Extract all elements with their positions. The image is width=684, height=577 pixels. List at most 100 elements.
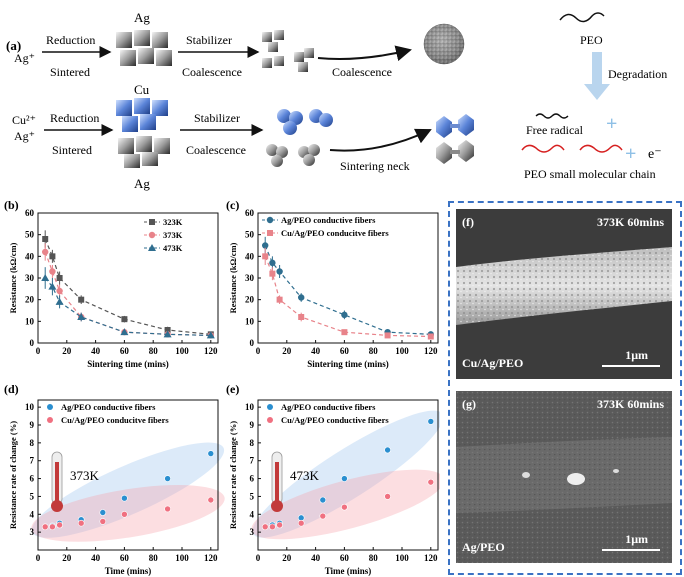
series-1 — [41, 496, 215, 531]
degradation-arrow-shaft — [592, 52, 602, 86]
data-point — [164, 505, 171, 513]
y-tick-label: 7 — [30, 456, 35, 466]
panel-label: (c) — [226, 198, 239, 212]
legend-entry: Cu/Ag/PEO conducitve fibers — [281, 228, 389, 238]
legend-marker — [266, 216, 274, 224]
data-point — [262, 253, 269, 260]
series-line — [44, 277, 211, 337]
data-point — [341, 475, 348, 482]
data-point — [121, 494, 128, 502]
y-tick-label: 4 — [30, 509, 35, 519]
row2-arrow3 — [329, 128, 432, 152]
data-point — [261, 523, 269, 531]
x-axis-label: Time (mins) — [105, 566, 152, 576]
panel-f-label: (f) — [462, 215, 474, 229]
x-tick-label: 120 — [204, 346, 218, 356]
x-tick-label: 100 — [175, 346, 189, 356]
y-axis-label: Resistance (kΩ/cm) — [8, 242, 18, 313]
row2-step1-bottom: Sintered — [52, 143, 92, 157]
plus-icon-2: + — [625, 143, 636, 165]
data-point — [77, 313, 86, 320]
legend: 323K 373K 473K — [144, 217, 183, 253]
y-tick-label: 50 — [25, 230, 35, 240]
y-tick-label: 10 — [245, 402, 255, 412]
peo-label: PEO — [580, 33, 603, 47]
y-tick-label: 9 — [30, 420, 35, 430]
y-tick-label: 40 — [245, 251, 255, 261]
y-tick-label: 40 — [25, 251, 35, 261]
series-0 — [262, 236, 434, 338]
y-axis-label: Resistance rate of change (%) — [228, 421, 238, 529]
x-tick-label: 80 — [369, 346, 379, 356]
data-point — [297, 519, 305, 527]
panel-label: (e) — [226, 382, 239, 396]
data-point — [163, 330, 172, 338]
y-tick-label: 8 — [30, 438, 35, 448]
plot-frame — [37, 212, 219, 344]
data-point — [269, 523, 276, 531]
legend-marker — [47, 404, 53, 410]
y-tick-label: 20 — [25, 295, 35, 305]
x-tick-label: 120 — [424, 553, 438, 563]
series-ellipse-cuag — [31, 485, 225, 542]
y-tick-label: 5 — [250, 491, 255, 501]
ag-ion2-label: Ag⁺ — [14, 129, 35, 143]
panel-f-condition: 373K 60mins — [596, 215, 664, 229]
cu-particle-cluster-icon — [116, 98, 168, 132]
degradation-arrow-head — [584, 84, 610, 100]
ag-particle-cluster2-icon — [118, 136, 170, 168]
y-tick-label: 50 — [245, 230, 255, 240]
legend-entry: Ag/PEO conductive fibers — [61, 402, 156, 412]
x-tick-label: 0 — [36, 553, 41, 563]
legend: Ag/PEO conductive fibers Cu/Ag/PEO conduc… — [262, 215, 389, 238]
ag-ion-label: Ag⁺ — [14, 51, 35, 65]
y-tick-label: 30 — [245, 273, 255, 283]
x-tick-label: 60 — [120, 346, 130, 356]
row1-arrow3 — [317, 45, 412, 62]
data-point — [56, 521, 63, 529]
y-tick-label: 60 — [245, 208, 255, 218]
data-point — [319, 496, 327, 504]
scale-bar-g-label: 1μm — [625, 532, 648, 546]
data-point — [276, 296, 283, 303]
data-point — [99, 518, 107, 525]
data-point — [164, 475, 171, 482]
row2-step2-top: Stabilizer — [194, 111, 240, 125]
cu-ion-label: Cu²⁺ — [12, 113, 36, 127]
series-ellipse-ag — [252, 410, 440, 538]
row1-step1-top: Reduction — [46, 33, 95, 47]
panel-f-sample: Cu/Ag/PEO — [462, 356, 524, 370]
row1-step2-bottom: Coalescence — [182, 65, 242, 79]
row2-metal-top: Cu — [134, 82, 150, 97]
data-point — [48, 282, 57, 290]
y-axis-label: Resistance (kΩ/cm) — [228, 242, 238, 313]
peo-small-chain-icon-2 — [579, 144, 623, 153]
x-tick-label: 0 — [256, 346, 261, 356]
legend-marker — [267, 417, 273, 423]
sem-image-g: (g) 373K 60mins Ag/PEO 1μm — [456, 391, 672, 563]
sintering-neck-particles-icon — [436, 114, 474, 164]
series-2 — [41, 267, 215, 339]
series-1 — [262, 247, 434, 340]
peo-chain-icon — [559, 12, 605, 23]
data-point — [164, 327, 171, 333]
data-point — [341, 311, 348, 319]
x-axis-label: Sintering time (mins) — [87, 359, 169, 369]
legend-entry: Cu/Ag/PEO conductive fibers — [281, 415, 389, 425]
legend-marker — [267, 404, 273, 410]
legend-marker — [267, 230, 273, 236]
y-tick-label: 0 — [250, 338, 255, 348]
cu-ag-small-clusters-icon — [266, 109, 333, 167]
x-axis-label: Time (mins) — [325, 566, 372, 576]
y-tick-label: 3 — [30, 527, 35, 537]
data-point — [384, 332, 391, 339]
legend-entry: Ag/PEO conductive fibers — [281, 402, 376, 412]
series-ellipse-ag — [31, 442, 225, 538]
row2-metal-bottom: Ag — [134, 176, 150, 191]
data-point — [319, 512, 327, 520]
scale-bar-f-label: 1μm — [625, 348, 648, 362]
series-line — [264, 256, 431, 338]
data-point — [42, 236, 49, 242]
data-point — [42, 248, 49, 256]
scale-bar-f — [602, 365, 660, 367]
